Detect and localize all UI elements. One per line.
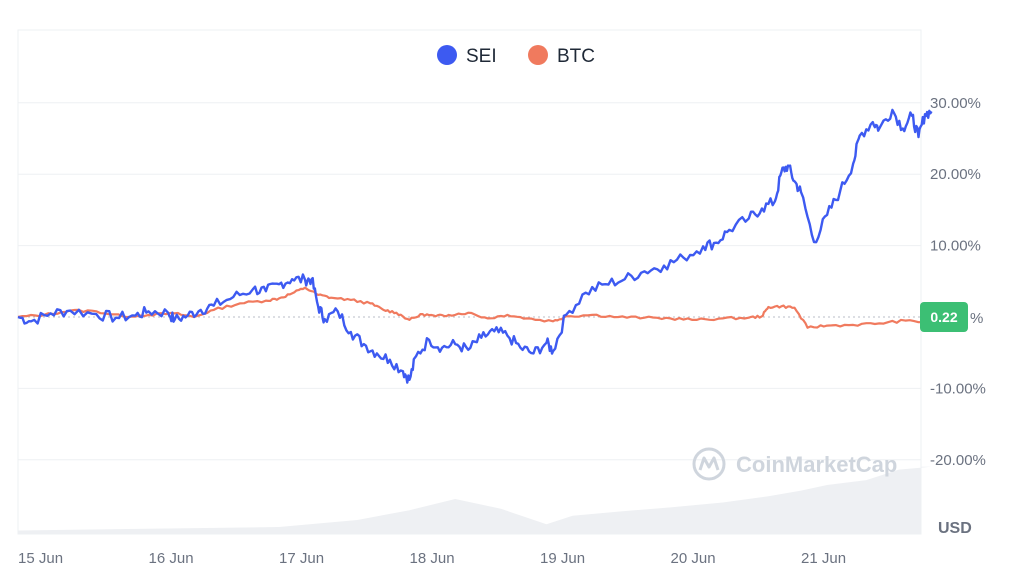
y-tick-label: 20.00% <box>930 166 981 183</box>
series-line-sei <box>17 108 933 384</box>
x-tick-label: 16 Jun <box>149 550 194 567</box>
badge-value: 0.22 <box>930 309 957 325</box>
legend-item-sei[interactable]: SEI <box>437 45 497 67</box>
grid-lines <box>18 102 921 461</box>
legend-dot-btc <box>528 45 548 65</box>
y-axis: 30.00% 20.00% 10.00% -10.00% -20.00% USD <box>930 95 986 537</box>
x-tick-label: 20 Jun <box>671 550 716 567</box>
legend-item-btc[interactable]: BTC <box>528 45 595 67</box>
x-tick-label: 21 Jun <box>801 550 846 567</box>
y-tick-label: -20.00% <box>930 452 986 469</box>
y-tick-label: 10.00% <box>930 238 981 255</box>
x-tick-label: 17 Jun <box>279 550 324 567</box>
x-axis: 15 Jun 16 Jun 17 Jun 18 Jun 19 Jun 20 Ju… <box>18 550 846 567</box>
legend-dot-sei <box>437 45 457 65</box>
coinmarketcap-logo-icon <box>692 447 726 481</box>
y-tick-label: 30.00% <box>930 95 981 112</box>
badge-background <box>920 302 968 332</box>
y-tick-label: -10.00% <box>930 380 986 397</box>
x-tick-label: 19 Jun <box>540 550 585 567</box>
legend-label-btc: BTC <box>557 46 595 67</box>
badge-suffix: % <box>970 310 983 327</box>
x-tick-label: 15 Jun <box>18 550 63 567</box>
watermark: CoinMarketCap <box>692 447 897 481</box>
volume-area <box>18 466 932 534</box>
current-value-badge: 0.22 % <box>920 302 983 332</box>
x-tick-label: 18 Jun <box>410 550 455 567</box>
legend: SEI BTC <box>437 45 595 67</box>
watermark-text: CoinMarketCap <box>736 452 897 477</box>
currency-unit-label: USD <box>938 520 972 537</box>
legend-label-sei: SEI <box>466 46 497 67</box>
series-line-btc <box>17 286 932 329</box>
